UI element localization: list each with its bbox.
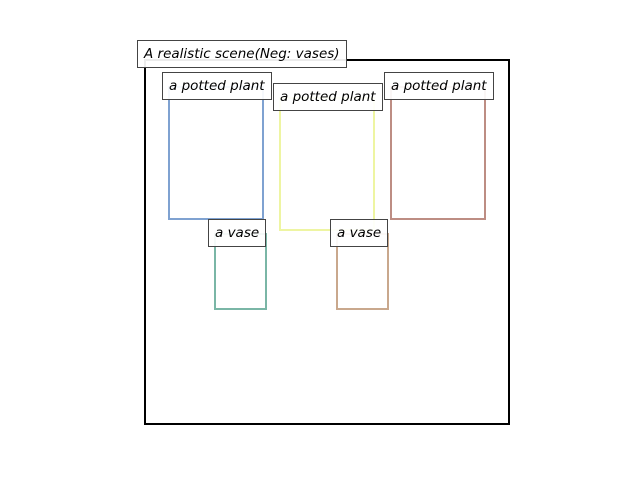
potted-plant-label-2: a potted plant <box>273 83 383 111</box>
potted-plant-label-3: a potted plant <box>384 72 494 100</box>
vase-label-2: a vase <box>330 219 389 247</box>
potted-plant-label-1: a potted plant <box>162 72 272 100</box>
potted-plant-box-3 <box>390 86 486 220</box>
potted-plant-box-2 <box>279 97 375 231</box>
scene-title: A realistic scene(Neg: vases) <box>137 40 347 68</box>
vase-label-1: a vase <box>208 219 267 247</box>
potted-plant-box-1 <box>168 86 264 220</box>
